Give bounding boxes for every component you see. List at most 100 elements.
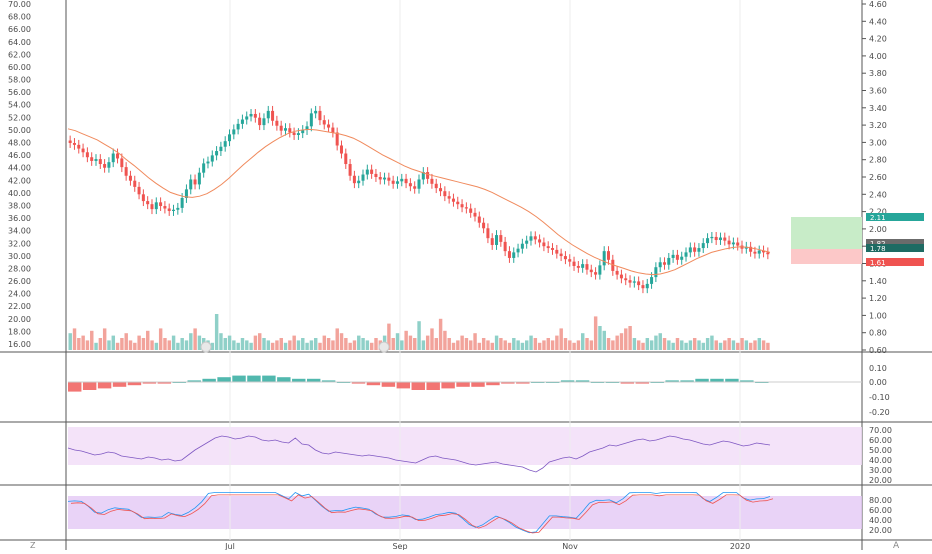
- left-price-axis: 70.00 68.00 66.00 64.00 62.00 60.00 58.00 56.00…: [8, 0, 31, 349]
- candle-body: [245, 116, 249, 120]
- macd-histogram-bar: [202, 378, 216, 382]
- candle-body: [749, 246, 753, 252]
- candle-body: [210, 155, 214, 162]
- time-tick-label: Nov: [562, 542, 578, 550]
- candle-body: [262, 118, 266, 126]
- macd-histogram-bar: [97, 382, 112, 389]
- volume-bar: [490, 342, 495, 350]
- right-tick-label: 0.80: [869, 329, 887, 338]
- volume-bar: [141, 338, 146, 350]
- volume-bars: [68, 314, 770, 350]
- candle-body: [275, 120, 279, 126]
- candle-body: [572, 261, 576, 266]
- right-tick-label: 3.00: [869, 138, 887, 147]
- candle-body: [180, 198, 184, 208]
- volume-bar: [163, 338, 167, 350]
- volume-bar: [369, 342, 374, 350]
- volume-bar: [361, 338, 365, 350]
- volume-bar: [602, 330, 606, 350]
- volume-bar: [727, 338, 731, 350]
- macd-pane: 0.10 0.00 -0.10 -0.20: [68, 364, 890, 417]
- rsi-band: [68, 427, 862, 465]
- candle-body: [305, 126, 309, 131]
- volume-bar: [171, 335, 176, 350]
- volume-bar: [438, 318, 443, 350]
- left-tick-label: 34.00: [8, 227, 31, 236]
- right-tick-label: 3.40: [869, 104, 887, 113]
- macd-histogram-bar: [262, 375, 276, 382]
- candle-body: [589, 269, 593, 273]
- candle-body: [581, 264, 585, 268]
- zoom-icon[interactable]: Z: [30, 541, 36, 550]
- candle-body: [585, 264, 589, 270]
- candle-body: [641, 285, 645, 289]
- candle-body: [103, 164, 107, 168]
- candle-body: [378, 177, 382, 180]
- volume-bar: [697, 340, 701, 350]
- macd-tick-label: -0.20: [869, 408, 890, 417]
- volume-bar: [214, 314, 219, 350]
- volume-bar: [736, 342, 740, 350]
- candle-body: [538, 239, 542, 243]
- macd-tick-label: 0.10: [869, 364, 887, 373]
- volume-bar: [628, 326, 632, 350]
- left-tick-label: 42.00: [8, 176, 31, 185]
- event-marker-e[interactable]: [378, 341, 390, 353]
- volume-bar: [128, 340, 133, 350]
- candle-body: [249, 113, 253, 117]
- volume-bar: [335, 328, 339, 350]
- volume-bar: [611, 340, 615, 350]
- volume-bar: [654, 335, 658, 350]
- candle-body: [159, 202, 163, 207]
- rsi-tick-label: 40.00: [869, 456, 892, 465]
- macd-histogram-bar: [411, 382, 425, 390]
- candle-body: [395, 181, 399, 184]
- volume-bar: [387, 323, 391, 350]
- candle-body: [413, 186, 417, 189]
- candle-body: [628, 280, 632, 283]
- left-tick-label: 28.00: [8, 264, 31, 273]
- volume-bar: [645, 338, 650, 350]
- volume-bar: [550, 340, 555, 350]
- volume-bar: [184, 340, 189, 350]
- loss-zone[interactable]: [791, 249, 862, 264]
- candle-body: [520, 243, 524, 249]
- candle-body: [727, 240, 731, 245]
- price-badge: [866, 213, 924, 221]
- volume-bar: [714, 340, 718, 350]
- candle-body: [430, 178, 434, 184]
- event-marker-d[interactable]: [200, 341, 212, 353]
- right-tick-label: 4.20: [869, 35, 887, 44]
- candle-body: [456, 201, 460, 205]
- volume-bar: [718, 342, 723, 350]
- macd-histogram-bar: [426, 382, 440, 390]
- volume-bar: [98, 338, 103, 350]
- candle-body: [477, 216, 481, 223]
- candle-body: [546, 246, 550, 249]
- price-badge-label: 1.61: [870, 259, 886, 267]
- candle-body: [684, 252, 688, 257]
- candle-body: [611, 259, 615, 271]
- candle-body: [408, 183, 412, 187]
- volume-bar: [688, 340, 693, 350]
- volume-bar: [288, 340, 292, 350]
- candle-body: [331, 127, 335, 133]
- volume-bar: [529, 335, 533, 350]
- volume-bar: [68, 333, 72, 350]
- candle-body: [451, 198, 455, 202]
- scale-icon[interactable]: A: [893, 541, 900, 551]
- profit-zone[interactable]: [791, 217, 862, 249]
- macd-histogram-bar: [635, 382, 650, 384]
- macd-histogram-bar: [68, 382, 82, 392]
- volume-bar: [615, 335, 619, 350]
- volume-bar: [331, 340, 335, 350]
- volume-bar: [391, 338, 395, 350]
- volume-bar: [180, 338, 184, 350]
- volume-bar: [525, 340, 529, 350]
- candle-body: [128, 175, 132, 181]
- candle-body: [98, 159, 102, 165]
- candle-body: [555, 249, 559, 254]
- volume-bar: [245, 340, 249, 350]
- volume-bar: [223, 338, 227, 350]
